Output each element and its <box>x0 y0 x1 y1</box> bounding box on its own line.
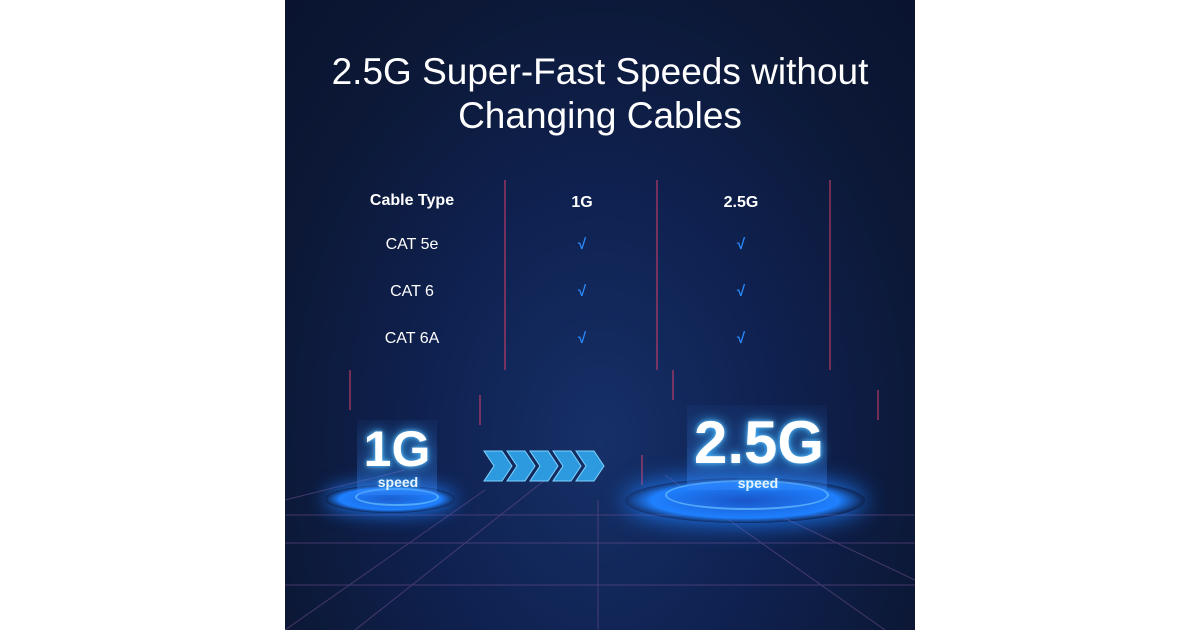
header-2-5g: 2.5G <box>723 194 759 211</box>
page-title: 2.5G Super-Fast Speeds without Changing … <box>331 51 869 136</box>
check-icon: √ <box>736 236 746 253</box>
check-icon: √ <box>577 236 587 253</box>
speed-label: speed <box>377 474 419 490</box>
check-icon: √ <box>577 330 587 347</box>
glow-column <box>357 420 437 495</box>
row-cable-type: CAT 5e <box>385 236 439 253</box>
check-icon: √ <box>736 330 746 347</box>
speed-label: speed <box>737 475 779 491</box>
promo-panel: 2.5G Super-Fast Speeds without Changing … <box>285 0 915 630</box>
header-1g: 1G <box>571 194 593 211</box>
check-icon: √ <box>736 283 746 300</box>
speed-value-2-5g: 2.5G <box>693 409 825 476</box>
row-cable-type: CAT 6 <box>390 283 434 300</box>
header-cable-type: Cable Type <box>369 192 455 209</box>
platform-ring <box>665 480 829 510</box>
speed-value-1g: 1G <box>363 421 431 477</box>
row-cable-type: CAT 6A <box>384 330 440 347</box>
platform-ring <box>355 488 439 506</box>
glow-column <box>687 405 827 490</box>
grid-floor <box>285 180 915 630</box>
chevron-arrows-icon <box>483 450 605 482</box>
check-icon: √ <box>577 283 587 300</box>
